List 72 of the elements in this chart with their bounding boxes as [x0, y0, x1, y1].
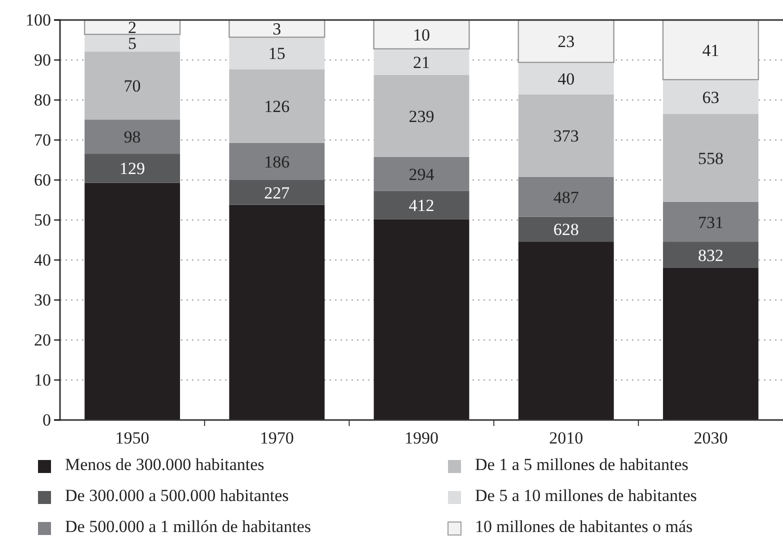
- annotation: 294: [408, 164, 435, 184]
- annotation: 412: [408, 196, 434, 215]
- annotation: 731: [698, 212, 724, 232]
- bar: [518, 176, 614, 217]
- annotation: 126: [264, 96, 290, 116]
- bar: [229, 142, 325, 180]
- y-tick-label: 80: [34, 90, 51, 110]
- bar: [662, 80, 758, 114]
- bar: [84, 52, 180, 120]
- annotation: 63: [702, 88, 720, 107]
- annotation: 227: [264, 183, 290, 202]
- y-tick-label: 20: [34, 330, 51, 350]
- annotation: 487: [553, 188, 580, 207]
- y-tick-label: 40: [34, 250, 51, 270]
- bar: [84, 182, 180, 420]
- bar: [518, 62, 614, 94]
- annotation: 373: [553, 126, 579, 146]
- x-tick-label: 1950: [115, 428, 150, 448]
- y-tick-label: 50: [34, 210, 51, 230]
- bar: [229, 37, 325, 70]
- annotation: 15: [268, 44, 286, 64]
- annotation: 239: [408, 106, 434, 126]
- bar: [228, 19, 326, 38]
- bar: [373, 19, 470, 50]
- bar: [374, 74, 470, 157]
- y-tick-label: 10: [34, 370, 51, 390]
- annotation: 23: [558, 32, 575, 52]
- legend-label: De 1 a 5 millones de habitantes: [475, 455, 688, 474]
- legend-label: De 5 a 10 millones de habitantes: [475, 486, 697, 505]
- bar: [84, 120, 180, 154]
- y-tick-label: 0: [42, 410, 51, 430]
- bar: [662, 268, 758, 420]
- y-tick-label: 30: [34, 290, 51, 310]
- annotation: 41: [702, 40, 720, 60]
- x-tick-label: 2010: [549, 428, 584, 448]
- bar: [229, 180, 325, 205]
- legend-label: De 300.000 a 500.000 habitantes: [65, 486, 289, 505]
- legend-label: De 500.000 a 1 millón de habitantes: [65, 517, 311, 536]
- annotation: 129: [120, 159, 146, 178]
- annotation: 10: [413, 25, 430, 44]
- bar: [518, 94, 614, 177]
- annotation: 70: [124, 76, 141, 96]
- bar: [374, 190, 470, 220]
- bar: [374, 156, 470, 191]
- bar: [662, 242, 758, 268]
- annotation: 186: [264, 152, 290, 172]
- x-tick-label: 2030: [694, 428, 728, 448]
- y-tick-label: 100: [26, 10, 51, 30]
- y-tick-label: 60: [34, 170, 51, 190]
- legend-label: 10 millones de habitantes o más: [475, 517, 693, 536]
- bar: [662, 114, 758, 202]
- x-tick-label: 1970: [260, 428, 294, 448]
- x-tick-label: 1990: [404, 428, 438, 448]
- bar: [229, 204, 325, 420]
- annotation: 21: [413, 52, 430, 72]
- bar: [84, 154, 180, 183]
- bar: [662, 202, 758, 242]
- bar: [518, 242, 614, 420]
- legend-label: Menos de 300.000 habitantes: [65, 455, 264, 474]
- y-tick-label: 70: [34, 130, 51, 150]
- annotation: 3: [272, 20, 282, 39]
- bar: [84, 34, 180, 52]
- annotation: 558: [698, 148, 724, 168]
- annotation: 832: [698, 246, 724, 265]
- annotation: 40: [558, 69, 575, 88]
- bar: [374, 219, 470, 420]
- y-tick-label: 90: [34, 50, 51, 70]
- bar: [518, 216, 614, 242]
- bar: [374, 48, 470, 75]
- bar: [229, 69, 325, 143]
- annotation: 628: [553, 220, 579, 240]
- annotation: 98: [124, 128, 141, 147]
